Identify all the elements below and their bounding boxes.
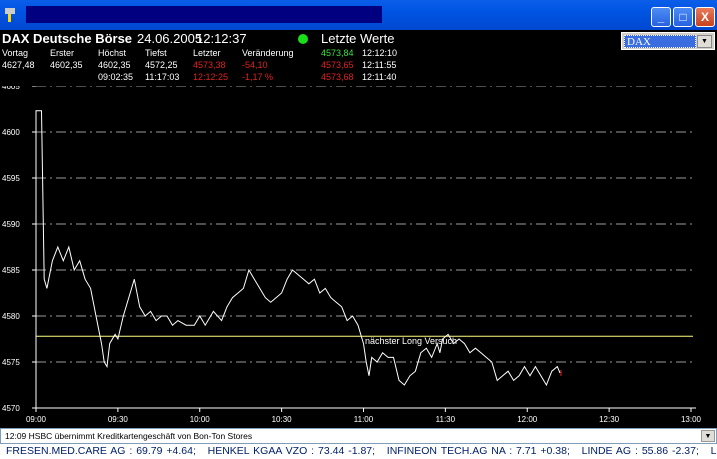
col-time: 11:17:03 [145,72,180,82]
close-button[interactable]: X [695,7,715,27]
chevron-down-icon[interactable]: ▼ [701,430,715,442]
news-text: 12:09 HSBC übernimmt Kreditkartengeschäf… [5,431,253,441]
maximize-button[interactable]: □ [673,7,693,27]
x-tick-label: 12:00 [517,415,538,424]
y-tick-label: 4605 [2,86,20,91]
last-value: 4573,68 [321,72,354,82]
x-tick-label: 11:00 [354,415,374,424]
col-label: Tiefst [145,48,167,58]
last-value: 4573,84 [321,48,354,58]
x-tick-label: 10:30 [272,415,293,424]
last-value-time: 12:11:40 [362,72,397,82]
col-value: 4627,48 [2,60,35,70]
y-tick-label: 4595 [2,174,20,183]
y-tick-label: 4585 [2,266,20,275]
index-name: DAX Deutsche Börse [2,31,133,46]
col-label: Veränderung [242,48,294,58]
x-tick-label: 09:30 [108,415,129,424]
col-time: 12:12:25 [193,72,229,82]
col-label: Höchst [98,48,127,58]
index-select-value: DAX [624,35,696,48]
ticker-text: FRESEN.MED.CARE AG : 69.79 +4.64; HENKEL… [6,445,717,457]
last-values-label: Letzte Werte [321,31,395,46]
col-time: -1,17 % [242,72,274,82]
app-icon [4,7,16,23]
news-dropdown[interactable]: 12:09 HSBC übernimmt Kreditkartengeschäf… [0,428,717,444]
y-tick-label: 4575 [2,358,20,367]
minimize-button[interactable]: _ [651,7,671,27]
y-tick-label: 4590 [2,220,20,229]
reference-line-label: nächster Long Versuch [365,336,457,346]
col-value: -54,10 [242,60,268,70]
last-value-time: 12:12:10 [362,48,398,58]
index-select[interactable]: DAX ▼ [621,32,715,50]
x-tick-label: 09:00 [26,415,47,424]
stock-ticker: FRESEN.MED.CARE AG : 69.79 +4.64; HENKEL… [0,444,717,459]
col-label: Erster [50,48,75,58]
x-tick-label: 13:00 [681,415,702,424]
quote-date: 24.06.2005 [137,31,203,46]
y-tick-label: 4570 [2,404,20,413]
x-tick-label: 10:00 [190,415,211,424]
title-bar: _ □ X [0,0,717,30]
col-label: Vortag [2,48,29,58]
status-indicator [298,34,308,44]
intraday-chart: 4570 4575 4580 4585 4590 4595 4600 4605 09:00 09:… [2,86,702,424]
y-tick-label: 4580 [2,312,20,321]
col-label: Letzter [193,48,221,58]
col-time: 09:02:35 [98,72,134,82]
last-value-time: 12:11:55 [362,60,397,70]
last-value: 4573,65 [321,60,354,70]
x-tick-label: 11:30 [436,415,456,424]
x-tick-label: 12:30 [599,415,620,424]
quote-header: DAX Deutsche Börse 24.06.2005 12:12:37 V… [0,30,717,86]
chevron-down-icon[interactable]: ▼ [697,35,712,48]
col-value: 4572,25 [145,60,178,70]
col-value: 4602,35 [50,60,83,70]
window-title [26,6,382,23]
price-line [35,110,561,408]
col-value: 4573,38 [193,60,226,70]
quote-time: 12:12:37 [196,31,247,46]
y-tick-label: 4600 [2,128,20,137]
col-value: 4602,35 [98,60,131,70]
